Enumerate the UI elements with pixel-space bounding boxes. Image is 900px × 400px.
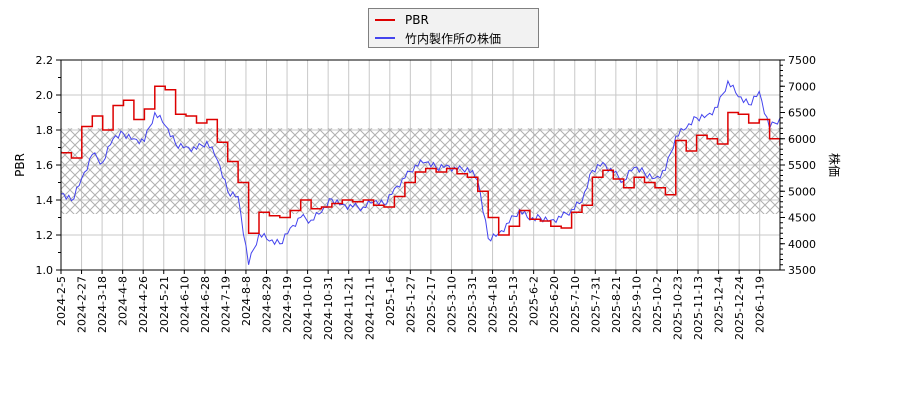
y2-tick-label: 3500 bbox=[788, 264, 816, 277]
legend-item-price: 竹内製作所の株価 bbox=[375, 30, 501, 46]
x-tick-label: 2025-9-10 bbox=[630, 276, 643, 333]
x-tick-label: 2025-7-10 bbox=[569, 276, 582, 333]
x-tick-label: 2025-12-4 bbox=[713, 276, 726, 333]
y-tick-label: 1.4 bbox=[36, 194, 54, 207]
x-axis: 2024-2-5 2024-2-27 2024-3-18 2024-4-8 2024-4… bbox=[55, 270, 767, 340]
left-axis: 1.0 1.2 1.4 1.6 1.8 2.0 2.2 bbox=[36, 54, 61, 277]
x-tick-label: 2025-12-24 bbox=[733, 276, 746, 340]
x-tick-label: 2024-6-10 bbox=[178, 276, 191, 333]
y2-tick-label: 7500 bbox=[788, 54, 816, 67]
left-axis-title: PBR bbox=[13, 153, 27, 177]
y2-tick-label: 4000 bbox=[788, 238, 816, 251]
x-tick-label: 2024-2-27 bbox=[76, 276, 89, 333]
legend-label-price: 竹内製作所の株価 bbox=[405, 31, 502, 46]
x-tick-label: 2025-2-17 bbox=[425, 276, 438, 333]
x-tick-label: 2024-3-18 bbox=[96, 276, 109, 333]
x-tick-label: 2024-6-28 bbox=[199, 276, 212, 333]
right-axis: 3500 4000 4500 5000 5500 6000 6500 7000 7500 bbox=[780, 54, 816, 277]
x-tick-label: 2025-7-31 bbox=[589, 276, 602, 333]
x-tick-label: 2024-5-21 bbox=[158, 276, 171, 333]
x-tick-label: 2026-1-19 bbox=[754, 276, 767, 333]
y2-tick-label: 7000 bbox=[788, 80, 816, 93]
x-tick-label: 2025-3-10 bbox=[445, 276, 458, 333]
y2-tick-label: 6500 bbox=[788, 107, 816, 120]
x-tick-label: 2024-4-26 bbox=[137, 276, 150, 333]
x-tick-label: 2024-2-5 bbox=[55, 276, 68, 326]
y-tick-label: 1.8 bbox=[36, 124, 54, 137]
x-tick-label: 2025-4-18 bbox=[487, 276, 500, 333]
x-tick-label: 2025-3-31 bbox=[466, 276, 479, 333]
y2-tick-label: 4500 bbox=[788, 212, 816, 225]
x-tick-label: 2024-11-21 bbox=[343, 276, 356, 340]
x-tick-label: 2024-8-8 bbox=[240, 276, 253, 326]
pbr-line bbox=[61, 85, 780, 236]
legend-swatch-pbr bbox=[375, 19, 395, 21]
y-tick-label: 1.0 bbox=[36, 264, 54, 277]
y-tick-label: 2.2 bbox=[36, 54, 54, 67]
x-tick-label: 2024-4-8 bbox=[117, 276, 130, 326]
right-axis-title: 株価 bbox=[827, 153, 842, 177]
y2-tick-label: 6000 bbox=[788, 133, 816, 146]
x-tick-label: 2025-8-21 bbox=[610, 276, 623, 333]
x-tick-label: 2025-1-27 bbox=[404, 276, 417, 333]
y2-tick-label: 5500 bbox=[788, 159, 816, 172]
x-tick-label: 2024-7-19 bbox=[219, 276, 232, 333]
x-tick-label: 2025-10-23 bbox=[672, 276, 685, 340]
x-tick-label: 2025-6-20 bbox=[548, 276, 561, 333]
legend-swatch-price bbox=[375, 37, 395, 39]
price-line bbox=[61, 79, 780, 265]
x-tick-label: 2024-12-11 bbox=[363, 276, 376, 340]
y-tick-label: 1.6 bbox=[36, 159, 54, 172]
x-tick-label: 2025-6-2 bbox=[528, 276, 541, 326]
legend: PBR 竹内製作所の株価 bbox=[368, 8, 539, 48]
x-tick-label: 2025-10-2 bbox=[651, 276, 664, 333]
legend-label-pbr: PBR bbox=[405, 13, 429, 27]
x-tick-label: 2024-8-29 bbox=[261, 276, 274, 333]
shaded-band bbox=[61, 128, 780, 214]
legend-item-pbr: PBR bbox=[375, 12, 429, 28]
x-tick-label: 2025-1-6 bbox=[384, 276, 397, 326]
x-tick-label: 2025-11-13 bbox=[692, 276, 705, 340]
y-tick-label: 1.2 bbox=[36, 229, 54, 242]
x-tick-label: 2024-9-19 bbox=[281, 276, 294, 333]
x-tick-label: 2025-5-13 bbox=[507, 276, 520, 333]
x-tick-label: 2024-10-10 bbox=[302, 276, 315, 340]
x-tick-label: 2024-10-31 bbox=[322, 276, 335, 340]
y-tick-label: 2.0 bbox=[36, 89, 54, 102]
y2-tick-label: 5000 bbox=[788, 185, 816, 198]
